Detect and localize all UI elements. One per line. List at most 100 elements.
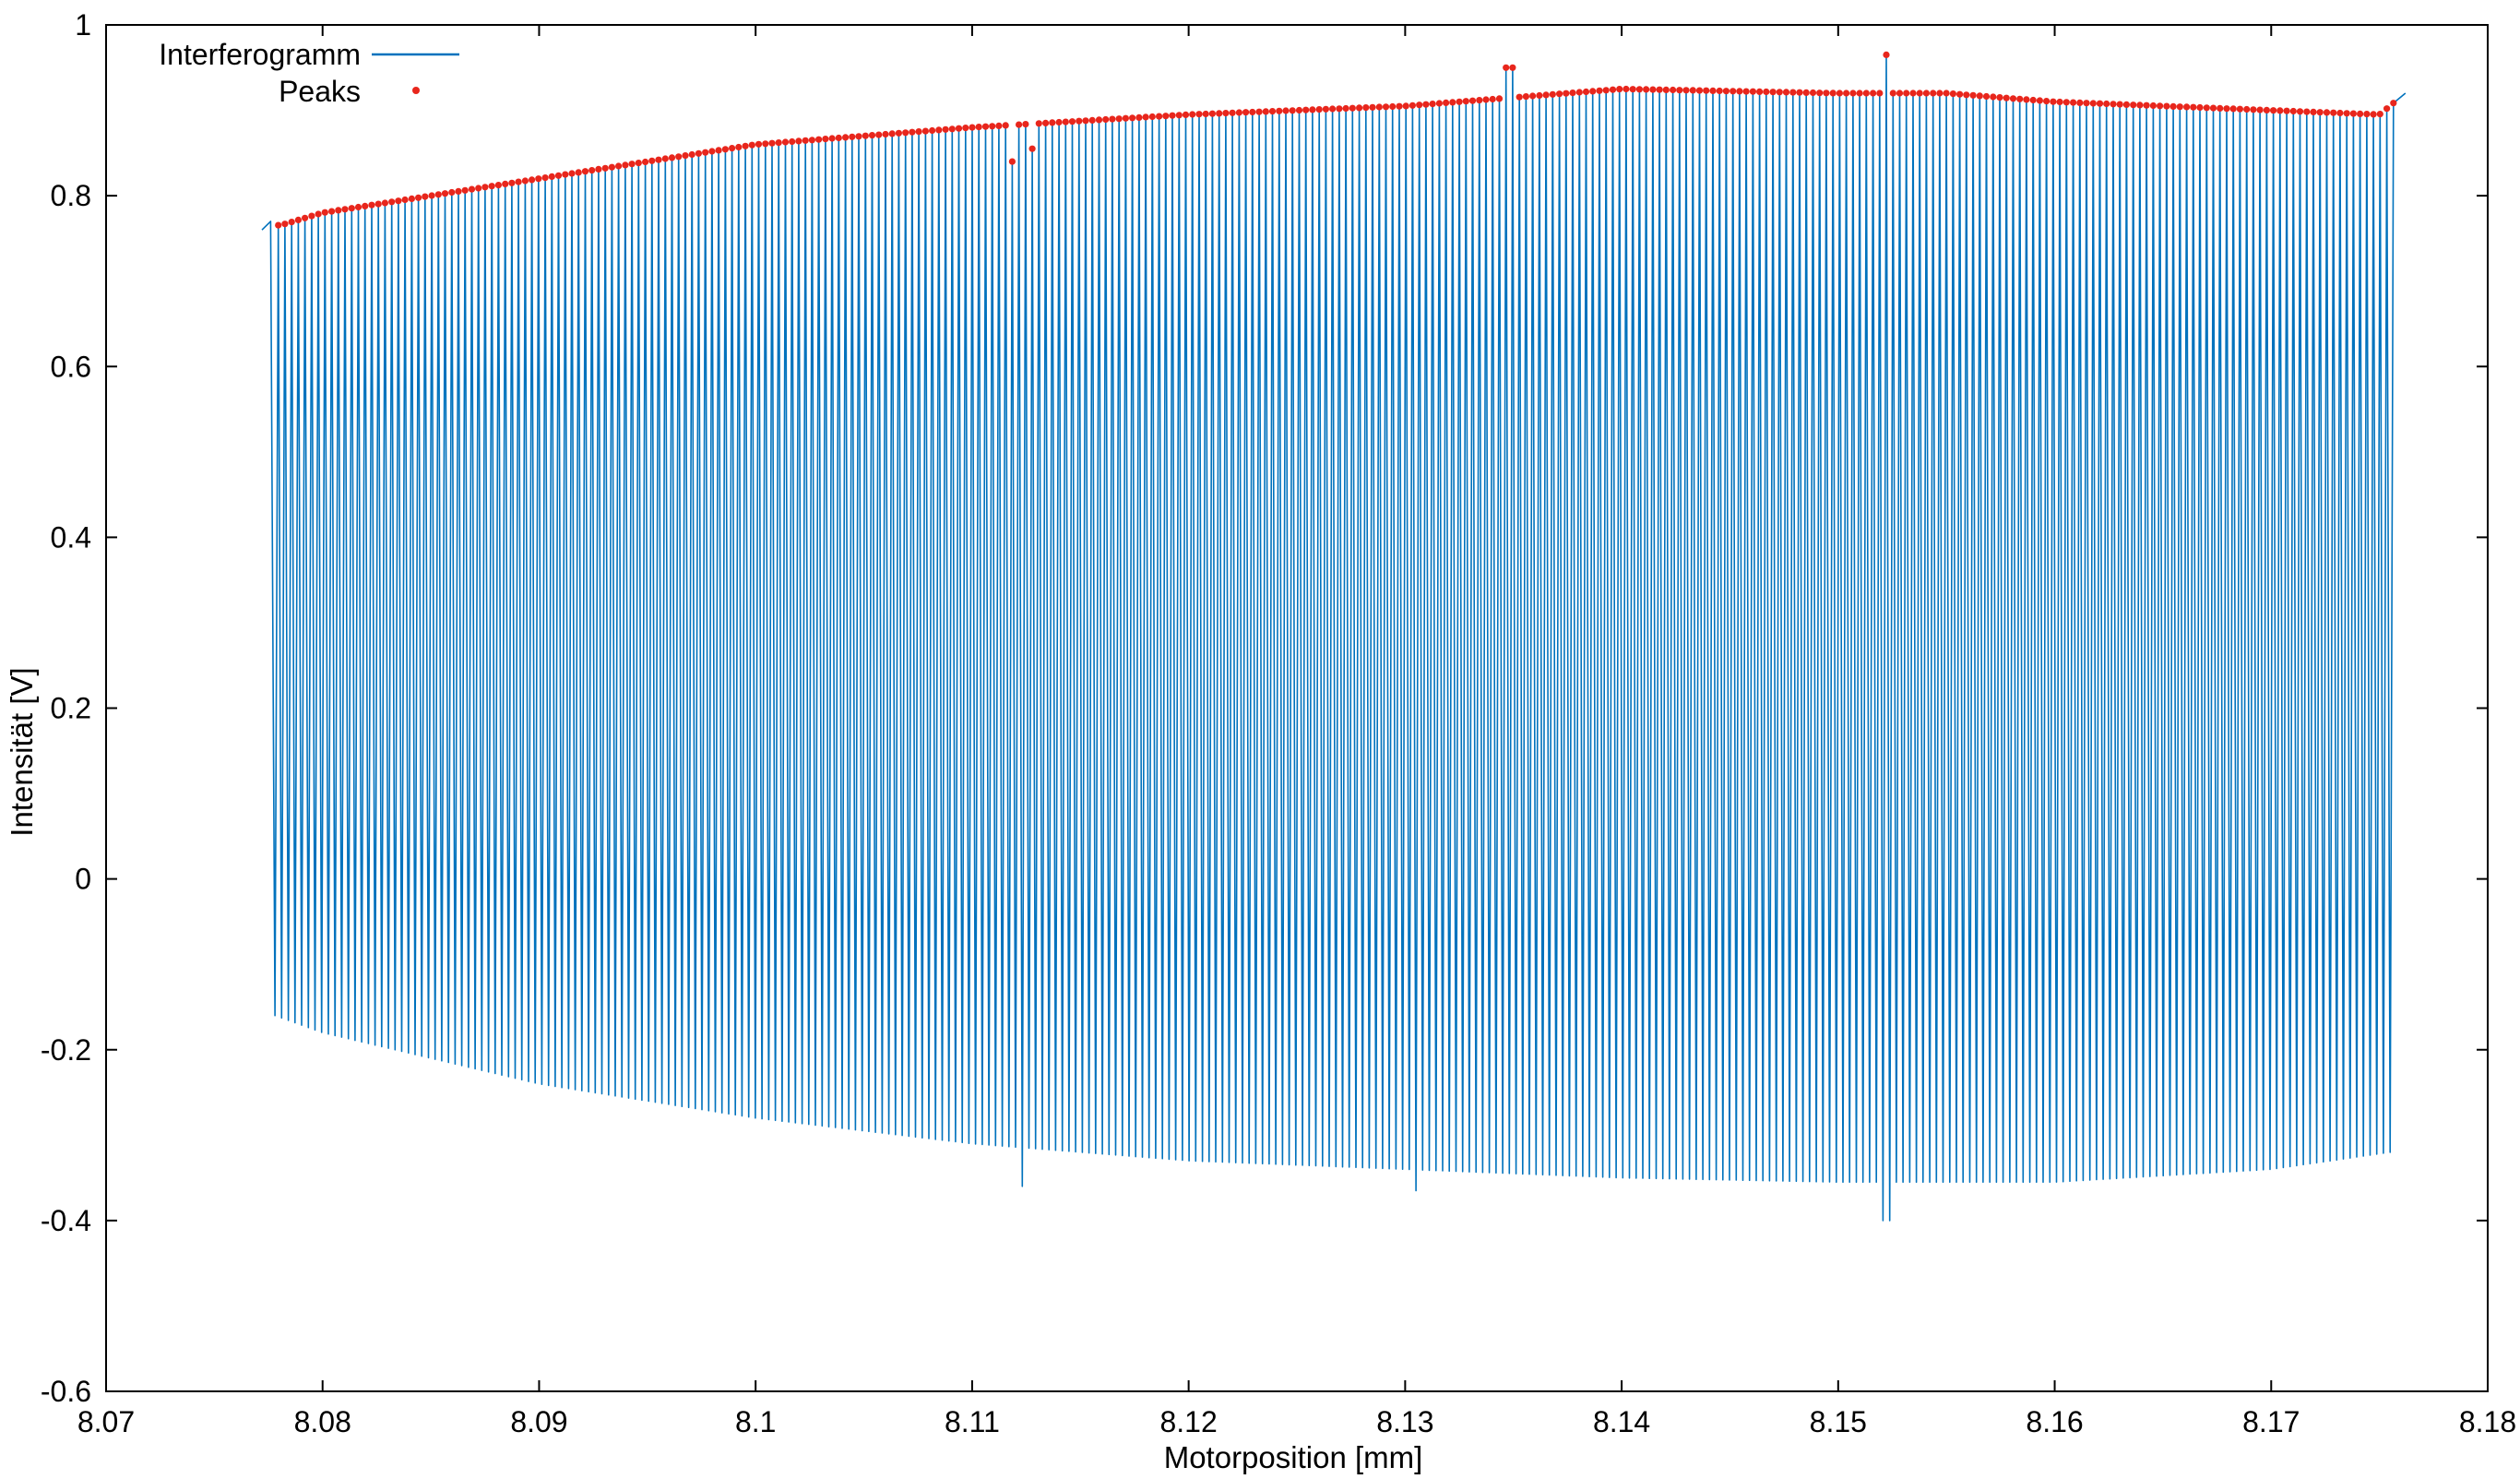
peak-point xyxy=(895,129,903,137)
peak-point xyxy=(1249,108,1256,116)
peak-point xyxy=(1709,87,1717,94)
peak-point xyxy=(461,186,469,194)
peak-point xyxy=(568,170,576,177)
peak-point xyxy=(1175,112,1183,119)
x-tick-label: 8.13 xyxy=(1376,1405,1433,1438)
peak-point xyxy=(888,130,896,137)
peak-point xyxy=(1569,89,1576,97)
peak-point xyxy=(315,210,322,218)
peak-point xyxy=(1369,103,1376,111)
series-layer xyxy=(261,51,2407,1222)
peak-point xyxy=(2036,97,2043,104)
peak-point xyxy=(1216,110,1223,117)
peak-point xyxy=(1829,89,1837,97)
peak-point xyxy=(381,199,388,207)
peak-point xyxy=(1262,108,1269,115)
peak-point xyxy=(294,216,302,223)
peak-point xyxy=(1409,101,1416,109)
peak-point xyxy=(275,221,282,229)
peak-point xyxy=(1635,86,1643,93)
peak-point xyxy=(1016,121,1023,128)
peak-point xyxy=(735,143,743,151)
peak-point xyxy=(2296,108,2304,115)
peak-point xyxy=(1596,87,1603,94)
peak-point xyxy=(1843,89,1850,97)
peak-point xyxy=(2357,110,2364,117)
peak-point xyxy=(2136,101,2144,109)
peak-point xyxy=(1582,88,1590,96)
peak-point xyxy=(1449,99,1456,106)
peak-point xyxy=(1122,114,1129,122)
peak-point xyxy=(2376,111,2383,118)
peak-point xyxy=(2103,100,2110,108)
peak-point xyxy=(1495,95,1504,102)
peak-point xyxy=(2009,95,2017,102)
peak-point xyxy=(2056,98,2063,106)
peak-point xyxy=(2083,100,2090,107)
peak-point xyxy=(2096,100,2104,107)
y-tick-label: 0.4 xyxy=(51,520,91,554)
peak-point xyxy=(1689,87,1696,94)
peak-point xyxy=(1129,114,1136,122)
peak-point xyxy=(1088,116,1096,124)
peak-point xyxy=(1963,91,1970,99)
peak-point xyxy=(795,137,802,145)
x-axis-label: Motorposition [mm] xyxy=(1164,1440,1423,1474)
peak-point xyxy=(1922,89,1930,97)
peak-point xyxy=(1982,92,1991,101)
x-tick-label: 8.18 xyxy=(2459,1405,2516,1438)
peak-point xyxy=(1189,111,1196,118)
peak-point xyxy=(1643,86,1650,93)
peak-point xyxy=(808,137,816,144)
peak-point xyxy=(1042,119,1050,126)
peak-point xyxy=(1749,88,1756,95)
peak-point xyxy=(415,194,422,201)
peak-point xyxy=(2263,106,2270,113)
peak-point xyxy=(428,192,435,199)
peak-point xyxy=(1169,112,1176,119)
peak-point xyxy=(1769,89,1777,96)
peak-point xyxy=(535,175,542,183)
peak-point xyxy=(708,148,716,155)
peak-point xyxy=(822,136,829,143)
peak-point xyxy=(502,180,509,187)
peak-point xyxy=(1969,91,1977,99)
peak-point xyxy=(2023,96,2030,103)
peak-point xyxy=(1148,113,1156,121)
peak-point xyxy=(1789,89,1797,96)
peak-point xyxy=(1589,88,1597,95)
peak-point xyxy=(789,137,796,146)
peak-point xyxy=(302,214,309,221)
peak-point xyxy=(1716,87,1723,95)
peak-point xyxy=(1903,89,1910,97)
peak-point xyxy=(481,184,489,191)
peak-point xyxy=(562,171,569,178)
peak-point xyxy=(1909,89,1917,97)
peak-point xyxy=(1456,98,1463,105)
peak-point xyxy=(622,161,629,169)
peak-point xyxy=(1302,106,1310,113)
peak-point xyxy=(408,195,415,202)
peak-point xyxy=(2316,109,2324,116)
y-tick-label: 1 xyxy=(75,8,91,42)
peak-point xyxy=(1956,90,1964,98)
peak-point xyxy=(635,160,642,167)
peak-point xyxy=(1976,92,1983,100)
peak-point xyxy=(688,150,695,159)
peak-point xyxy=(581,168,589,175)
peak-point xyxy=(2203,104,2210,112)
peak-point xyxy=(308,212,315,220)
peak-point xyxy=(955,125,963,132)
peak-point xyxy=(1649,86,1657,93)
x-tick-label: 8.15 xyxy=(1810,1405,1867,1438)
peak-point xyxy=(2217,104,2224,112)
peak-point xyxy=(2196,103,2204,112)
y-tick-label: 0.2 xyxy=(51,692,91,725)
peak-point xyxy=(882,130,889,138)
peak-point xyxy=(1208,110,1216,117)
peak-point xyxy=(2289,107,2297,115)
peak-point xyxy=(575,169,582,176)
peak-point xyxy=(902,129,909,137)
peak-point xyxy=(768,139,776,147)
peak-point xyxy=(1349,104,1356,112)
